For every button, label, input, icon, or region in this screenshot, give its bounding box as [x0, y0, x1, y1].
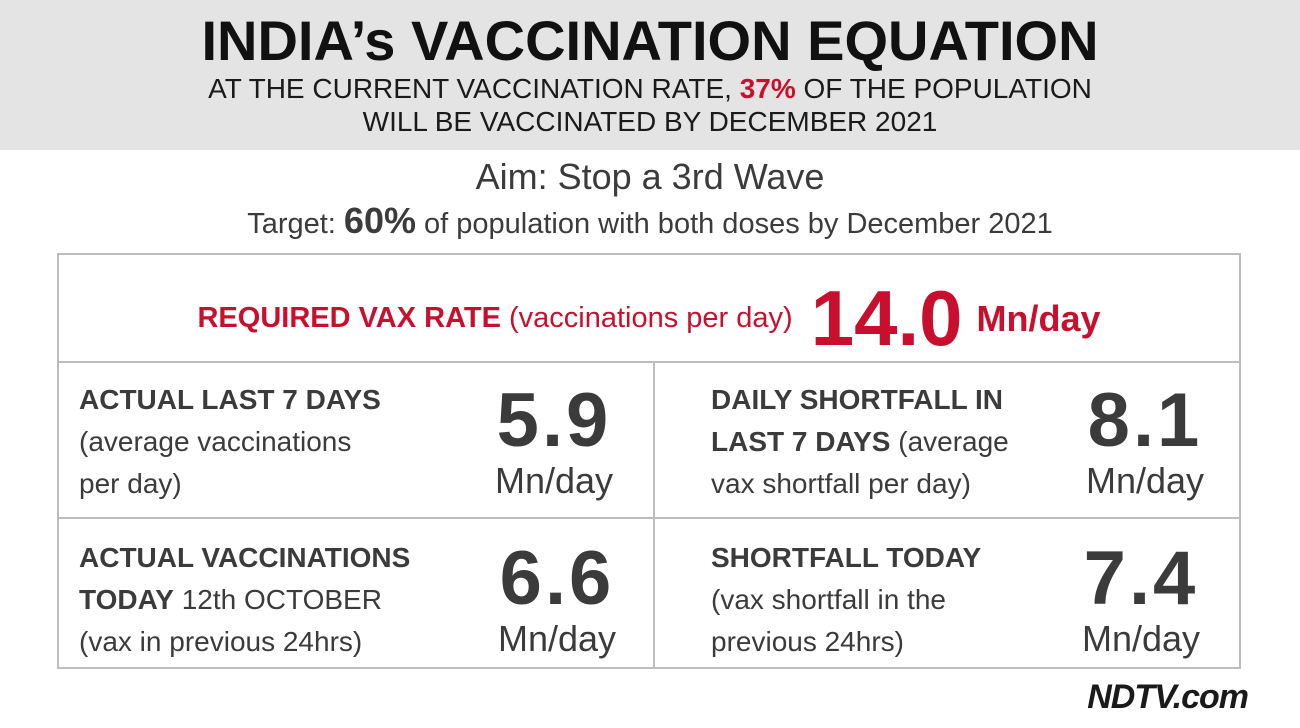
cell-desc: previous 24hrs) — [711, 626, 904, 657]
metric-value: 6.6 — [499, 536, 615, 621]
subtitle-line-1: AT THE CURRENT VACCINATION RATE, 37% OF … — [0, 73, 1300, 105]
subtitle-percent: 37% — [739, 73, 796, 104]
required-rate-value: 14.0 — [810, 274, 963, 362]
cell-daily-shortfall-metric: 8.1 Mn/day — [1055, 383, 1235, 503]
cell-desc: (vax in previous 24hrs) — [79, 626, 363, 657]
metric-unit: Mn/day — [494, 460, 614, 501]
target-line: Target: 60% of population with both dose… — [0, 200, 1300, 245]
cell-daily-shortfall-text: DAILY SHORTFALL IN LAST 7 DAYS (average … — [711, 379, 1051, 505]
metric-value: 7.4 — [1083, 536, 1199, 621]
cell-date: 12th OCTOBER — [173, 584, 382, 615]
target-prefix: Target: — [247, 208, 344, 240]
cell-actual-today-text: ACTUAL VACCINATIONS TODAY 12th OCTOBER (… — [79, 537, 479, 663]
cell-actual-7-days-metric: 5.9 Mn/day — [464, 383, 644, 503]
divider — [59, 517, 1239, 519]
metric-value: 5.9 — [496, 378, 612, 463]
subtitle-line-2: WILL BE VACCINATED BY DECEMBER 2021 — [362, 106, 938, 137]
cell-desc: (average vaccinations — [79, 426, 352, 457]
metric-unit: Mn/day — [1085, 460, 1205, 501]
required-rate-unit: Mn/day — [976, 297, 1101, 339]
cell-actual-today-metric: 6.6 Mn/day — [467, 541, 647, 661]
required-rate-row: REQUIRED VAX RATE (vaccinations per day)… — [59, 273, 1239, 362]
subtitle-text: OF THE POPULATION — [795, 73, 1092, 104]
metric-unit: Mn/day — [497, 618, 617, 659]
page-title: INDIA’s VACCINATION EQUATION — [201, 9, 1099, 72]
divider — [59, 361, 1239, 363]
divider — [653, 363, 655, 667]
cell-label: SHORTFALL TODAY — [711, 542, 982, 573]
metrics-table: REQUIRED VAX RATE (vaccinations per day)… — [57, 253, 1241, 669]
required-rate-note: (vaccinations per day) — [500, 302, 793, 334]
cell-desc: vax shortfall per day) — [711, 468, 971, 499]
cell-shortfall-today-metric: 7.4 Mn/day — [1051, 541, 1231, 661]
cell-label: ACTUAL VACCINATIONS — [79, 542, 411, 573]
cell-label: ACTUAL LAST 7 DAYS — [79, 384, 381, 415]
ndtv-logo: NDTV.com — [1087, 678, 1249, 716]
metric-value: 8.1 — [1087, 378, 1203, 463]
target-suffix: of population with both doses by Decembe… — [415, 208, 1053, 240]
cell-shortfall-today-text: SHORTFALL TODAY (vax shortfall in the pr… — [711, 537, 1051, 663]
cell-label: TODAY — [79, 584, 174, 615]
cell-label: LAST 7 DAYS — [711, 426, 891, 457]
cell-label: DAILY SHORTFALL IN — [711, 384, 1003, 415]
cell-actual-7-days-text: ACTUAL LAST 7 DAYS (average vaccinations… — [79, 379, 459, 505]
cell-desc: (vax shortfall in the — [711, 584, 946, 615]
metric-unit: Mn/day — [1081, 618, 1201, 659]
header-banner: INDIA’s VACCINATION EQUATION AT THE CURR… — [0, 0, 1300, 150]
cell-desc: (average — [890, 426, 1009, 457]
aim-heading: Aim: Stop a 3rd Wave — [475, 156, 825, 197]
required-rate-label: REQUIRED VAX RATE — [197, 302, 501, 334]
target-percent: 60% — [343, 200, 416, 241]
subtitle-text: AT THE CURRENT VACCINATION RATE, — [208, 73, 740, 104]
cell-desc: per day) — [79, 468, 182, 499]
